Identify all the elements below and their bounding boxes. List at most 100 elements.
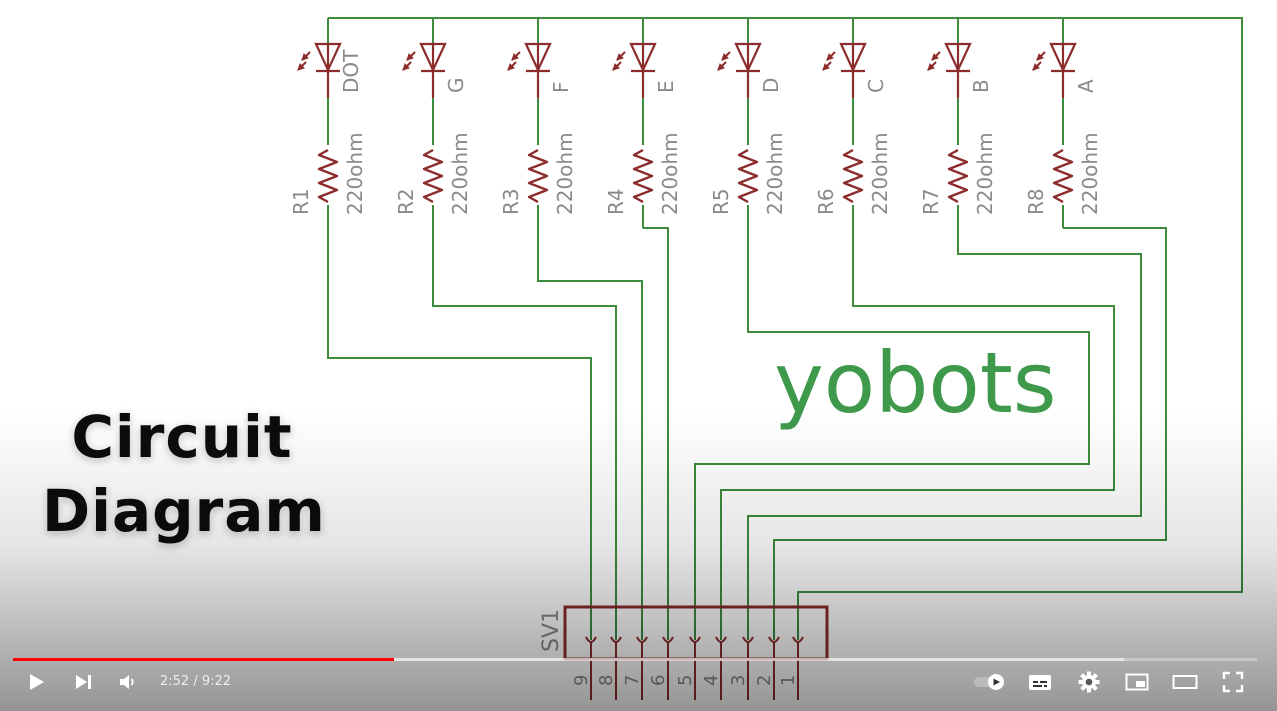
next-icon <box>73 672 93 692</box>
time-display: 2:52 / 9:22 <box>160 664 231 700</box>
led-light-arrowhead <box>511 53 519 61</box>
progress-bar[interactable] <box>13 658 1257 661</box>
settings-gear-icon <box>1078 671 1100 693</box>
resistor-value-label: 220ohm <box>868 132 892 215</box>
trace-6 <box>720 228 1115 640</box>
resistor-value-label: 220ohm <box>448 132 472 215</box>
progress-played <box>13 658 394 661</box>
overlay-title-line-1: Circuit <box>71 403 293 471</box>
trace-8 <box>773 227 1167 640</box>
led-bar <box>631 44 655 98</box>
resistor-zigzag <box>1052 148 1074 204</box>
led-light-arrowhead <box>612 63 620 71</box>
channel-6: C R6 220ohm <box>814 18 892 228</box>
led-bar <box>1051 44 1075 98</box>
resistor-value-label: 220ohm <box>658 132 682 215</box>
resistor-value-label: 220ohm <box>343 132 367 215</box>
led-light-arrowhead <box>721 53 729 61</box>
led-label: E <box>654 80 678 93</box>
channel-8: A R8 220ohm <box>1024 18 1102 228</box>
led-bar <box>946 44 970 98</box>
resistor-value-label: 220ohm <box>1078 132 1102 215</box>
autoplay-toggle-icon <box>972 672 1008 692</box>
led-label: A <box>1074 79 1098 93</box>
led-light-arrowhead <box>507 63 515 71</box>
led-label: DOT <box>339 49 363 93</box>
brand-watermark: yobots <box>774 334 1057 432</box>
duration: 9:22 <box>201 674 232 689</box>
player-controls: 2:52 / 9:22 <box>0 651 1277 711</box>
resistor-zigzag <box>737 148 759 204</box>
autoplay-toggle[interactable] <box>966 664 1014 700</box>
led-bar <box>736 44 760 98</box>
mute-button[interactable] <box>110 664 146 700</box>
time-separator: / <box>189 674 202 689</box>
led-light-arrowhead <box>717 63 725 71</box>
connector-pin-number: 3 <box>728 675 749 686</box>
led-light-arrowhead <box>826 53 834 61</box>
resistor-label: R2 <box>394 188 418 215</box>
resistor-zigzag <box>422 148 444 204</box>
led-label: B <box>969 79 993 93</box>
play-button[interactable] <box>18 664 54 700</box>
connector-pin-number: 5 <box>675 675 696 686</box>
connector-label: SV1 <box>539 609 564 652</box>
resistor-value-label: 220ohm <box>763 132 787 215</box>
subtitles-button[interactable] <box>1022 664 1058 700</box>
overlay-title-line-2: Diagram <box>42 477 326 545</box>
led-light-arrowhead <box>1036 53 1044 61</box>
trace-4 <box>643 227 669 640</box>
volume-icon <box>118 672 138 692</box>
led-light-arrowhead <box>822 63 830 71</box>
miniplayer-icon <box>1125 672 1149 692</box>
led-label: F <box>549 81 573 93</box>
connector-pin-number: 2 <box>754 675 775 686</box>
led-label: C <box>864 79 888 93</box>
trace-3 <box>537 228 643 640</box>
connector-pin-number: 9 <box>571 675 592 686</box>
led-bar <box>841 44 865 98</box>
resistor-label: R3 <box>499 188 523 215</box>
trace-2 <box>432 228 617 640</box>
led-light-arrowhead <box>406 53 414 61</box>
led-label: D <box>759 78 783 93</box>
resistor-zigzag <box>317 148 339 204</box>
play-icon <box>26 672 46 692</box>
led-light-arrowhead <box>616 53 624 61</box>
led-bar <box>526 44 550 98</box>
resistor-zigzag <box>527 148 549 204</box>
progress-buffered <box>13 658 1124 661</box>
resistor-zigzag <box>842 148 864 204</box>
next-button[interactable] <box>65 664 101 700</box>
theater-mode-button[interactable] <box>1167 664 1203 700</box>
connector-pin-number: 6 <box>648 675 669 686</box>
led-bar <box>316 44 340 98</box>
subtitles-icon <box>1028 672 1052 692</box>
current-time: 2:52 <box>160 674 190 689</box>
connector-pin-number: 8 <box>596 675 617 686</box>
trace-7 <box>747 228 1142 640</box>
channel-5: D R5 220ohm <box>709 18 787 228</box>
connector-pin-number: 1 <box>778 675 799 686</box>
led-label: G <box>444 78 468 94</box>
resistor-label: R6 <box>814 188 838 215</box>
led-light-arrowhead <box>297 63 305 71</box>
resistor-zigzag <box>947 148 969 204</box>
led-bar <box>421 44 445 98</box>
channel-3: F R3 220ohm <box>499 18 577 228</box>
fullscreen-button[interactable] <box>1215 664 1251 700</box>
led-light-arrowhead <box>402 63 410 71</box>
settings-button[interactable] <box>1071 664 1107 700</box>
led-light-arrowhead <box>931 53 939 61</box>
resistor-value-label: 220ohm <box>553 132 577 215</box>
resistor-zigzag <box>632 148 654 204</box>
channel-2: G R2 220ohm <box>394 18 472 228</box>
resistor-label: R7 <box>919 188 943 215</box>
resistor-label: R5 <box>709 188 733 215</box>
connector-pin-number: 4 <box>701 675 722 686</box>
miniplayer-button[interactable] <box>1119 664 1155 700</box>
fullscreen-icon <box>1222 671 1244 693</box>
